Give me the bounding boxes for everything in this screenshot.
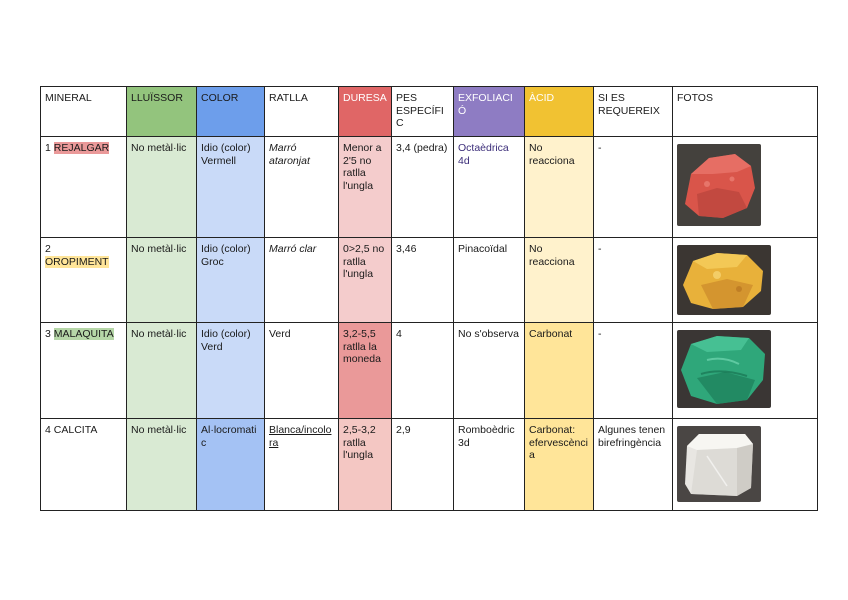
acid-cell: Carbonat — [524, 322, 594, 419]
ratlla-cell: Marró clar — [264, 237, 339, 323]
exfoliacio-cell: Octaèdrica 4d — [453, 136, 525, 238]
table-row: 4 CALCITA No metàl·lic Al·locromatic Bla… — [40, 418, 818, 511]
duresa-cell: 0>2,5 no ratlla l'ungla — [338, 237, 392, 323]
table-row: 2 OROPIMENT No metàl·lic Idio (color) Gr… — [40, 237, 818, 323]
table-row: 3 MALAQUITA No metàl·lic Idio (color) Ve… — [40, 322, 818, 419]
mineral-number: 4 — [45, 424, 51, 436]
ratlla-cell: Blanca/incolora — [264, 418, 339, 511]
acid-cell: No reacciona — [524, 136, 594, 238]
mineral-number: 3 — [45, 328, 51, 340]
color-cell: Idio (color) Vermell — [196, 136, 265, 238]
pes-cell: 3,4 (pedra) — [391, 136, 454, 238]
mineral-number: 2 — [45, 243, 51, 255]
pes-cell: 4 — [391, 322, 454, 419]
header-lluissor: LLUÏSSOR — [126, 86, 197, 137]
mineral-name: OROPIMENT — [45, 255, 109, 268]
mineral-name: MALAQUITA — [53, 328, 114, 340]
lluissor-cell: No metàl·lic — [126, 237, 197, 323]
header-pes-especific: PES ESPECÍFIC — [391, 86, 454, 137]
yellow-rock-photo — [677, 245, 771, 315]
acid-cell: Carbonat: efervescència — [524, 418, 594, 511]
header-exfoliacio: EXFOLIACIÓ — [453, 86, 525, 137]
photo-cell — [672, 136, 818, 238]
header-acid: ÀCID — [524, 86, 594, 137]
pes-cell: 3,46 — [391, 237, 454, 323]
exfoliacio-cell: Romboèdric 3d — [453, 418, 525, 511]
lluissor-cell: No metàl·lic — [126, 322, 197, 419]
acid-cell: No reacciona — [524, 237, 594, 323]
mineral-cell: 2 OROPIMENT — [40, 237, 127, 323]
mineral-name: CALCITA — [53, 424, 98, 436]
red-orange-rock-photo — [677, 144, 761, 226]
ratlla-cell: Verd — [264, 322, 339, 419]
extra-cell: - — [593, 322, 673, 419]
exfoliacio-cell: Pinacoïdal — [453, 237, 525, 323]
color-cell: Idio (color) Verd — [196, 322, 265, 419]
lluissor-cell: No metàl·lic — [126, 418, 197, 511]
duresa-cell: Menor a 2'5 no ratlla l'ungla — [338, 136, 392, 238]
photo-cell — [672, 418, 818, 511]
clear-crystal-photo — [677, 426, 761, 502]
mineral-cell: 1 REJALGAR — [40, 136, 127, 238]
ratlla-cell: Marró ataronjat — [264, 136, 339, 238]
header-fotos: FOTOS — [672, 86, 818, 137]
table-row: 1 REJALGAR No metàl·lic Idio (color) Ver… — [40, 136, 818, 238]
mineral-number: 1 — [45, 142, 51, 154]
lluissor-cell: No metàl·lic — [126, 136, 197, 238]
exfoliacio-cell: No s'observa — [453, 322, 525, 419]
extra-cell: Algunes tenen birefringència — [593, 418, 673, 511]
green-rock-photo — [677, 330, 771, 408]
header-ratlla: RATLLA — [264, 86, 339, 137]
mineral-cell: 3 MALAQUITA — [40, 322, 127, 419]
header-color: COLOR — [196, 86, 265, 137]
minerals-table: MINERAL LLUÏSSOR COLOR RATLLA DURESA PES… — [40, 86, 818, 511]
extra-cell: - — [593, 136, 673, 238]
color-cell: Idio (color) Groc — [196, 237, 265, 323]
mineral-name: REJALGAR — [53, 142, 110, 154]
header-row: MINERAL LLUÏSSOR COLOR RATLLA DURESA PES… — [40, 86, 818, 137]
photo-cell — [672, 322, 818, 419]
extra-cell: - — [593, 237, 673, 323]
header-duresa: DURESA — [338, 86, 392, 137]
header-si-es-requereix: SI ES REQUEREIX — [593, 86, 673, 137]
header-mineral: MINERAL — [40, 86, 127, 137]
pes-cell: 2,9 — [391, 418, 454, 511]
color-cell: Al·locromatic — [196, 418, 265, 511]
mineral-cell: 4 CALCITA — [40, 418, 127, 511]
duresa-cell: 2,5-3,2 ratlla l'ungla — [338, 418, 392, 511]
duresa-cell: 3,2-5,5 ratlla la moneda — [338, 322, 392, 419]
photo-cell — [672, 237, 818, 323]
